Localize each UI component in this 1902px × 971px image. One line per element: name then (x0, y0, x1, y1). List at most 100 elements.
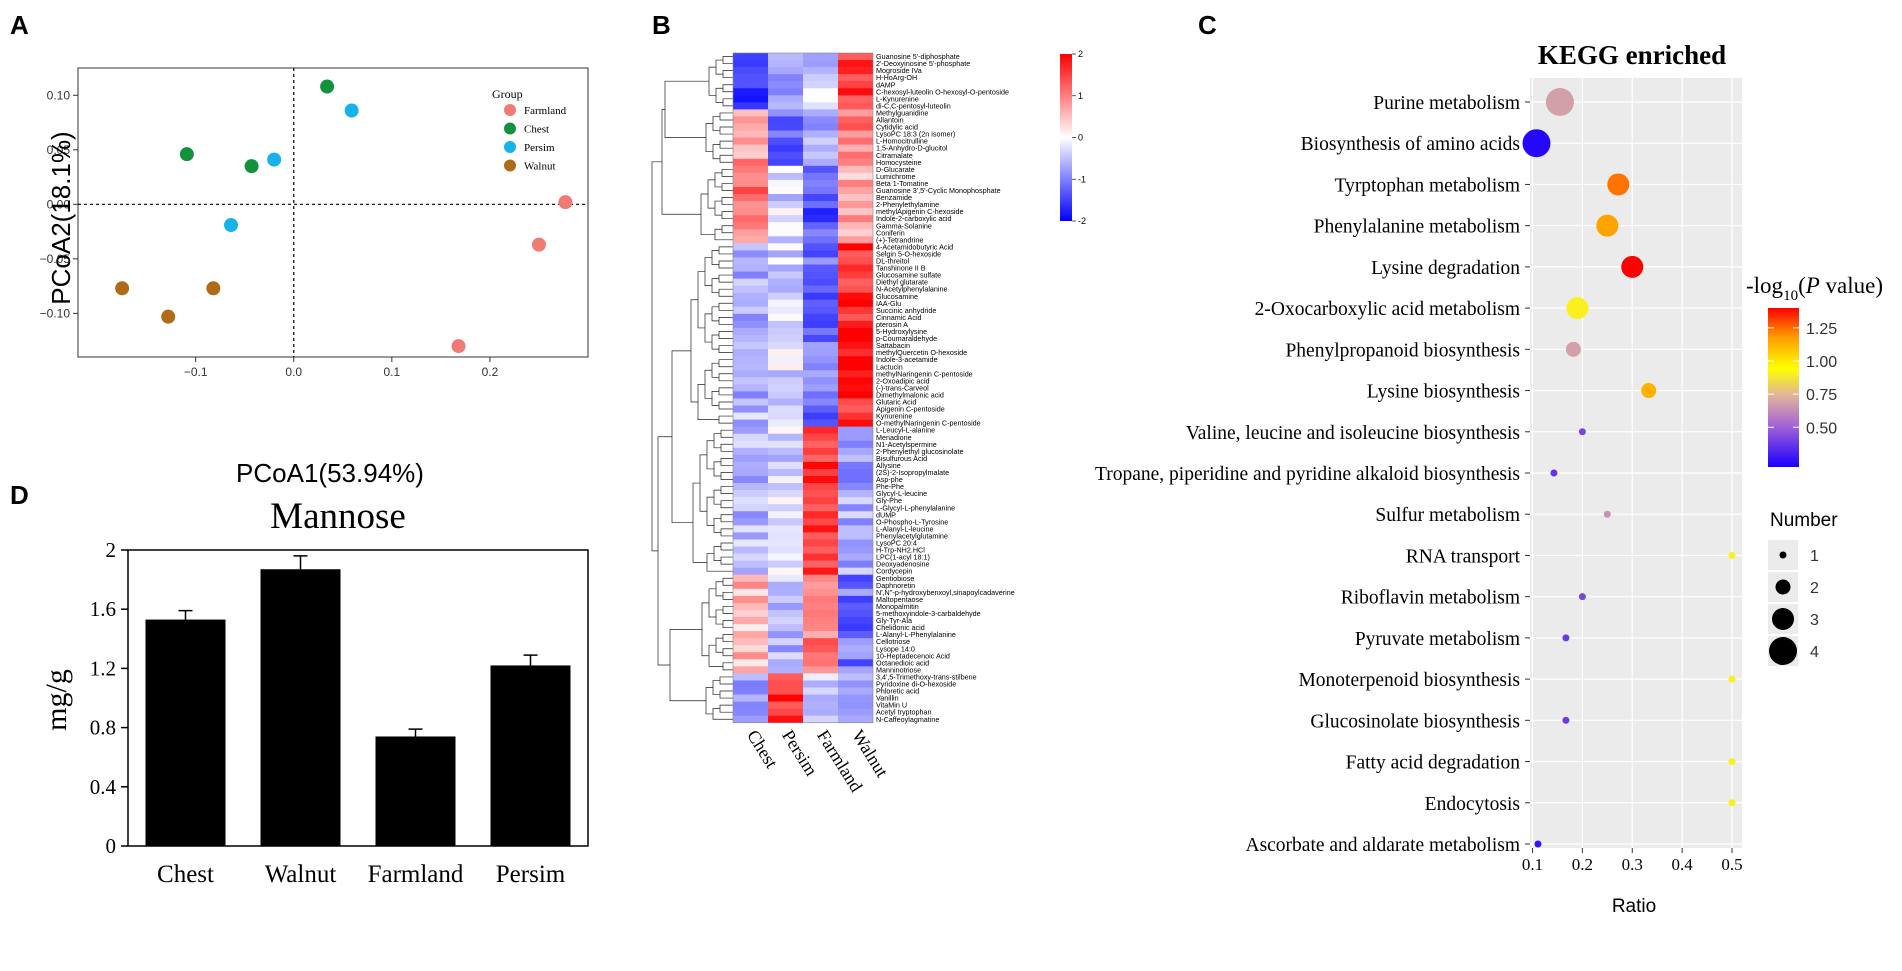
heatmap-cell (838, 53, 873, 61)
heatmap-cell (838, 405, 873, 413)
kegg-color-tick-label: 0.50 (1806, 420, 1837, 437)
heatmap-cell (733, 278, 768, 286)
heatmap-cell (803, 236, 838, 244)
heatmap-cell (838, 327, 873, 336)
kegg-pathway-label: Valine, leucine and isoleucine biosynthe… (1186, 423, 1520, 444)
heatmap-cell (733, 271, 768, 279)
pcoa-x-tick-label: 0.0 (285, 365, 302, 379)
dendrogram-branch (722, 662, 733, 671)
heatmap-row-label: Methylguanidine (876, 108, 928, 117)
heatmap-cell (733, 476, 768, 484)
kegg-pathway-label: RNA transport (1406, 546, 1521, 567)
dendrogram-branch (718, 246, 733, 255)
panel-letter-c: C (1198, 10, 1217, 40)
heatmap-cell (838, 130, 873, 138)
heatmap-row-label: L-Alanyl-L-Phenylalanine (876, 630, 956, 639)
heatmap-cell (838, 349, 873, 357)
heatmap-cell (733, 215, 768, 223)
pcoa-y-axis-label: PCoA2(18.1%) (46, 131, 76, 304)
heatmap-row-label: dUMP (876, 510, 896, 519)
dendrogram-branch (712, 144, 720, 160)
heatmap-row-label: Gamma-Solanine (876, 221, 932, 230)
heatmap-cell (803, 172, 838, 181)
pcoa-legend-key-persim (504, 141, 516, 153)
heatmap-cell (768, 708, 803, 716)
kegg-bubble (1565, 341, 1581, 357)
heatmap-row-label: Manninotriose (876, 665, 921, 674)
pcoa-point-persim (267, 152, 282, 167)
mannose-error-bar (408, 728, 423, 737)
heatmap-row-label: Deoxyadenosine (876, 560, 930, 569)
heatmap-cell (838, 645, 873, 653)
mannose-x-label: Chest (157, 861, 214, 888)
heatmap-cell (838, 504, 873, 512)
heatmap-cell (768, 130, 803, 138)
heatmap-cell (768, 645, 803, 653)
heatmap-cell (768, 497, 803, 505)
heatmap-cell (733, 292, 768, 301)
heatmap-row-label: N-Acetylphenylalanine (876, 285, 948, 294)
heatmap-row-label: Succinic anhydride (876, 306, 936, 315)
heatmap-row-labels: Guanosine 5'-diphosphate2'-Deoxyinosine … (876, 52, 1015, 724)
heatmap-row-label: 2-Oxoadipic acid (876, 376, 930, 385)
heatmap-cell (838, 158, 873, 167)
heatmap-cell (838, 116, 873, 124)
heatmap-row-label: H-Trp-NH2.HCl (876, 546, 925, 555)
heatmap-row-label: LPC(1-acyl 18:1) (876, 553, 930, 562)
heatmap-cell (803, 102, 838, 110)
heatmap-cell (768, 574, 803, 583)
pcoa-x-tick-label: 0.2 (482, 365, 499, 379)
heatmap-cell (768, 137, 803, 145)
heatmap-row-label: Allysine (876, 461, 901, 470)
kegg-size-legend-title: Number (1770, 510, 1838, 531)
heatmap-row-label: Bisulfurous Acid (876, 454, 927, 463)
heatmap-cell (838, 574, 873, 583)
heatmap-cell (733, 356, 768, 364)
dendrogram-branch (721, 211, 733, 220)
dendrogram-branch (715, 581, 723, 597)
dendrogram-branch (721, 197, 733, 205)
kegg-pathway-labels: Purine metabolism Biosynthesis of amino a… (1095, 93, 1530, 856)
pcoa-legend-key-chest (504, 122, 516, 135)
heatmap-cell (733, 701, 768, 709)
kegg-bubble (1728, 799, 1736, 807)
dendrogram-branch (719, 676, 733, 685)
kegg-bubble (1562, 634, 1570, 642)
kegg-bubble (1596, 214, 1619, 237)
heatmap-cell (803, 694, 838, 702)
heatmap-cell (838, 497, 873, 505)
heatmap-cell (838, 123, 873, 131)
kegg-bubble (1603, 510, 1611, 518)
heatmap-cell (768, 236, 803, 244)
heatmap-row-label: C-hexosyl-luteolin O-hexosyl-O-pentoside (876, 87, 1009, 96)
heatmap-chart: Guanosine 5'-diphosphate2'-Deoxyinosine … (651, 49, 1086, 795)
dendrogram-branch (697, 271, 705, 329)
heatmap-key-tick-label: -1 (1078, 174, 1086, 184)
heatmap-cell (838, 595, 873, 604)
heatmap-cell (768, 285, 803, 293)
heatmap-cell (838, 476, 873, 484)
heatmap-row-label: Tanshinone II B (876, 264, 926, 273)
mannose-title: Mannose (270, 496, 406, 537)
heatmap-cell (838, 511, 873, 519)
dendrogram-branch (718, 387, 733, 396)
heatmap-row-label: Diethyl glutarate (876, 278, 928, 287)
kegg-bubble (1545, 88, 1574, 116)
heatmap-cell (838, 631, 873, 639)
heatmap-cell (733, 659, 768, 667)
heatmap-row-label: 10-Heptadecenoic Acid (876, 651, 950, 660)
heatmap-cell (768, 687, 803, 695)
heatmap-cell (768, 201, 803, 209)
heatmap-cell (768, 539, 803, 547)
dendrogram-branch (713, 461, 721, 477)
heatmap-cell (733, 532, 768, 540)
pcoa-point-walnut (161, 309, 176, 324)
dendrogram-branch (713, 489, 721, 505)
heatmap-cell (838, 454, 873, 463)
heatmap-cell (733, 483, 768, 491)
heatmap-cell (733, 172, 768, 181)
heatmap-cell (838, 525, 873, 533)
heatmap-row-label: Selgin 5-O-hexoside (876, 249, 941, 258)
kegg-bubble (1728, 675, 1736, 683)
heatmap-cell (768, 405, 803, 413)
